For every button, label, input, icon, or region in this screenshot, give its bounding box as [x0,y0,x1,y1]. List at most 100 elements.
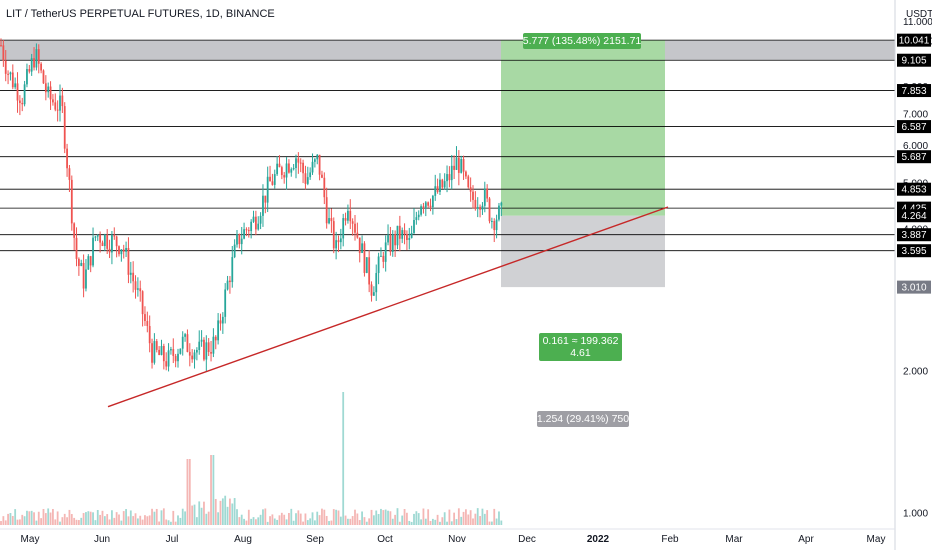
volume-bar [193,504,196,525]
volume-bar [70,514,73,525]
candle-body [278,163,281,168]
candle-body [231,257,234,283]
candle-body [413,220,415,233]
volume-bar [160,510,163,525]
volume-bar [115,512,118,525]
volume-bar [54,519,57,525]
volume-bar [42,508,45,525]
candle-body [30,58,33,72]
price-tick-label: 6.000 [903,141,928,152]
price-axis[interactable]: 11.00010.0009.0008.0007.0006.0005.0004.0… [894,0,932,550]
candle-body [99,235,102,243]
candle-body [488,198,491,222]
candles [0,38,503,372]
price-tag-label: 3.595 [901,246,926,257]
candle-body [342,218,345,239]
candle-body [94,236,97,238]
candle-body [427,202,430,206]
candle-body [490,221,493,223]
volume-bar [280,512,283,525]
candle-body [450,165,453,181]
volume-bar [406,512,408,525]
candle-body [266,176,269,203]
volume-bar [455,519,458,525]
volume-bar [33,512,35,525]
trendline[interactable] [107,206,669,408]
volume-bar [26,510,28,525]
candle-body [337,240,340,243]
volume-bar [271,514,274,525]
price-tag [897,182,931,196]
price-tag [897,280,931,294]
volume-bar [297,510,300,525]
volume-bar [158,521,161,525]
candle-body [292,167,295,170]
candle-body [424,202,427,208]
time-axis[interactable]: May Jun Jul Aug Sep Oct Nov Dec 2022 Feb Mar Apr May [0,528,895,545]
volume-bar [302,521,304,525]
volume-bar [290,508,293,525]
volume-bar [304,513,307,525]
volume-bar [148,515,151,525]
volume-bar [125,509,127,525]
candle-body [415,217,418,221]
candle-body [380,255,382,257]
volume-bar [450,521,453,525]
volume-bar [498,511,500,525]
volume-bar [339,516,342,525]
candle-body [479,206,481,210]
candle-body [396,225,399,246]
volume-bar [35,520,38,525]
volume-bar [500,520,503,525]
volume-bar [335,509,338,525]
volume-bar [162,508,165,525]
time-tick-label: Mar [725,534,743,545]
volume-bar [113,517,116,525]
candle-body [229,280,231,283]
volume-bar [311,512,314,525]
candle-body [18,100,21,103]
candle-body [21,102,24,105]
candle-body [165,361,168,367]
candle-body [9,72,12,75]
volume-bar [330,520,333,525]
volume-bar [195,517,198,525]
price-tag-label: 10.041 [899,36,930,47]
candle-body [35,49,38,68]
volume-bar [200,507,203,525]
candle-body [92,237,94,266]
volume-bar [203,501,205,525]
candle-body [387,235,389,243]
volume-bar [401,515,404,525]
volume-bar [321,508,323,525]
candle-body [382,255,385,262]
price-unit-label: USDT [906,9,932,20]
chart-zones [0,40,895,288]
candle-body [139,288,142,292]
price-tag-label: 9.105 [901,56,926,67]
current-label-text: 4.61 [570,347,591,359]
candle-body [483,188,486,206]
candle-body [221,316,224,324]
volume-bar [155,508,158,525]
candle-body [495,219,498,231]
volume-bar [18,519,21,525]
volume-bar [174,521,177,525]
candle-body [389,235,392,253]
candle-body [434,186,437,196]
volume-bar [427,509,430,525]
time-tick-label: Apr [798,534,814,545]
volume-bar [384,509,387,525]
candle-body [439,179,441,192]
volume-bar [389,511,392,525]
candle-body [75,237,78,259]
candle-body [365,257,368,273]
volume-bar [52,508,54,525]
price-tag-label: 4.853 [901,185,926,196]
price-tick-label: 7.000 [903,110,928,121]
volume-bar [417,513,420,525]
volume-bar [467,514,470,525]
volume-bar [181,508,184,525]
